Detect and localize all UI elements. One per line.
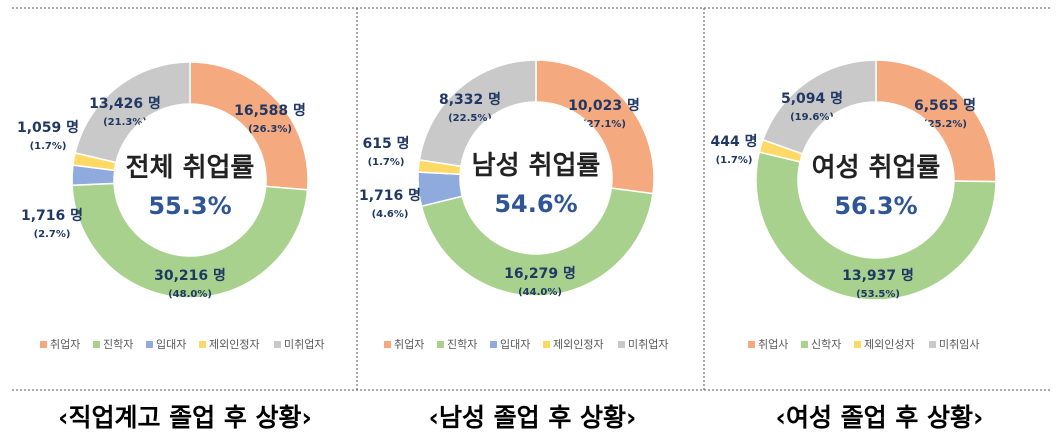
slice-value-label: 30,216 명 [154,267,226,284]
slice-진학자 [71,182,309,299]
center-value: 56.3% [834,192,917,220]
legend-swatch [437,341,444,348]
legend-0: 취업자 진학자 입대자 제외인정자 미취업자 [40,338,324,351]
slice-pct-label: (19.6%) [790,112,834,123]
donut-center [461,103,611,253]
slice-value-label: 16,588 명 [234,102,306,119]
legend-swatch [199,341,206,348]
donut-chart-2: 6,565 명 (25.2%) 13,937 명 (53.5%) 444 명 (1.7%)… [711,59,997,351]
slice-미취업자 [418,59,537,168]
slice-pct-label: (44.0%) [518,287,562,298]
slice-미취업자 [74,61,191,164]
legend-swatch [801,341,808,348]
legend-label: 진학자 [103,338,133,351]
legend-swatch [929,341,936,348]
legend-swatch [40,341,47,348]
legend-swatch [854,341,861,348]
legend-swatch [748,341,755,348]
center-title: 여성 취업률 [812,153,941,183]
center-title: 전체 취업률 [126,153,255,183]
slice-진학자 [420,187,654,297]
legend-1: 취업자 진학자 입대자 제외인정자 미취업자 [384,338,668,351]
donut-chart-0: 16,588 명 (26.3%) 30,216 명 (48.0%) 1,716 명 (2.… [17,61,324,351]
legend-label: 입대자 [500,338,530,351]
legend-label: 입대자 [156,338,186,351]
slice-pct-label: (1.7%) [716,155,753,166]
slice-pct-label: (4.6%) [372,209,409,220]
legend-swatch [543,341,550,348]
legend-label: 미취업자 [284,338,324,351]
legend-label: 진학자 [447,338,477,351]
slice-pct-label: (48.0%) [168,289,212,300]
donut-chart-1: 10,023 명 (27.1%) 16,279 명 (44.0%) 1,716 명 (4.… [359,59,668,351]
center-title: 남성 취업률 [472,151,601,181]
legend-label: 제외인정자 [553,338,604,351]
center-value: 54.6% [494,190,577,218]
legend-swatch [384,341,391,348]
slice-pct-label: (27.1%) [582,119,626,130]
slice-pct-label: (1.7%) [368,157,405,168]
slice-미취임사 [761,59,877,155]
legend-label: 미취업자 [628,338,668,351]
legend-2: 취업사 신학자 제외인성자 미취임사 [748,338,979,351]
slice-value-label: 1,716 명 [359,187,421,204]
slice-value-label: 444 명 [711,133,758,150]
slice-신학자 [755,151,997,301]
donut-center [115,105,265,255]
legend-label: 취업사 [758,338,788,351]
donut-center [799,103,953,257]
slice-value-label: 1,716 명 [21,207,83,224]
slice-pct-label: (53.5%) [856,289,900,300]
legend-label: 미취임사 [939,338,979,351]
legend-swatch [490,341,497,348]
legend-swatch [274,341,281,348]
slice-value-label: 8,332 명 [439,91,501,108]
slice-취업자 [535,59,655,195]
slice-pct-label: (25.2%) [923,119,967,130]
slice-pct-label: (1.7%) [30,141,67,152]
slice-value-label: 615 명 [363,135,410,152]
slice-value-label: 6,565 명 [914,97,976,114]
slice-value-label: 16,279 명 [504,265,576,282]
caption-female: ‹여성 졸업 후 상황› [775,403,984,432]
legend-swatch [146,341,153,348]
slice-pct-label: (22.5%) [448,113,492,124]
slice-value-label: 13,426 명 [89,95,161,112]
legend-label: 제외인정자 [209,338,260,351]
slice-value-label: 10,023 명 [568,97,640,114]
slice-value-label: 5,094 명 [781,90,843,107]
caption-overall: ‹직업계고 졸업 후 상황› [58,403,312,432]
legend-label: 취업자 [50,338,80,351]
slice-value-label: 1,059 명 [17,119,79,136]
slice-pct-label: (26.3%) [248,124,292,135]
legend-swatch [93,341,100,348]
legend-label: 신학자 [811,338,841,351]
legend-swatch [618,341,625,348]
slice-pct-label: (2.7%) [34,229,71,240]
center-value: 55.3% [148,192,231,220]
caption-male: ‹남성 졸업 후 상황› [428,403,637,432]
legend-label: 취업자 [394,338,424,351]
legend-label: 제외인성자 [864,338,915,351]
slice-value-label: 13,937 명 [842,267,914,284]
slice-pct-label: (21.3%) [103,117,147,128]
